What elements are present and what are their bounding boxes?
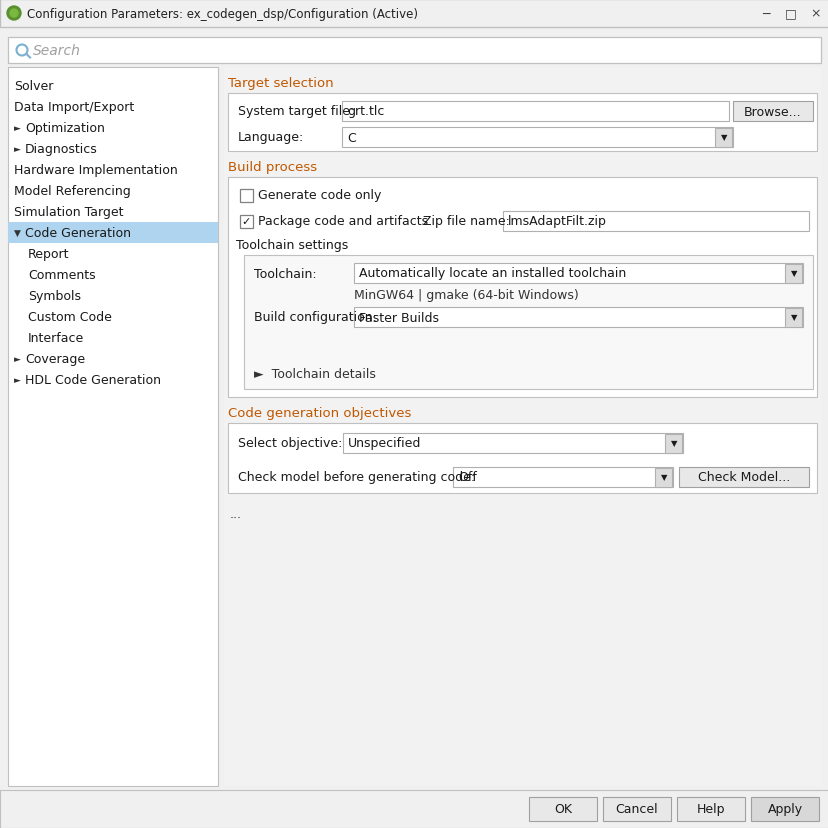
- Text: Comments: Comments: [28, 268, 95, 282]
- Text: Solver: Solver: [14, 80, 53, 93]
- Text: Symbols: Symbols: [28, 290, 81, 303]
- Bar: [0, 790, 828, 828]
- Text: Check model before generating code:: Check model before generating code:: [238, 471, 474, 484]
- Bar: [784, 308, 802, 327]
- Text: Language:: Language:: [238, 132, 304, 144]
- Bar: [240, 190, 253, 202]
- Text: Browse...: Browse...: [744, 105, 801, 118]
- Text: Search: Search: [33, 44, 81, 58]
- Text: Toolchain:: Toolchain:: [253, 267, 316, 280]
- Bar: [602, 797, 670, 821]
- Text: Select objective:: Select objective:: [238, 437, 342, 450]
- Text: Configuration Parameters: ex_codegen_dsp/Configuration (Active): Configuration Parameters: ex_codegen_dsp…: [27, 7, 417, 21]
- Text: Report: Report: [28, 248, 70, 261]
- Text: Model Referencing: Model Referencing: [14, 185, 131, 198]
- Bar: [243, 256, 812, 389]
- Text: ▼: ▼: [14, 229, 21, 238]
- Bar: [654, 468, 672, 487]
- Text: Unspecified: Unspecified: [348, 437, 421, 450]
- Bar: [228, 94, 816, 152]
- Text: Simulation Target: Simulation Target: [14, 205, 123, 219]
- Text: Generate code only: Generate code only: [258, 190, 381, 202]
- Text: C: C: [347, 132, 355, 144]
- Text: grt.tlc: grt.tlc: [347, 105, 384, 118]
- Bar: [503, 212, 808, 232]
- Text: MinGW64 | gmake (64-bit Windows): MinGW64 | gmake (64-bit Windows): [354, 289, 578, 302]
- Bar: [528, 797, 596, 821]
- Text: Interface: Interface: [28, 331, 84, 344]
- Text: Custom Code: Custom Code: [28, 310, 112, 324]
- Text: HDL Code Generation: HDL Code Generation: [25, 373, 161, 387]
- Text: System target file:: System target file:: [238, 105, 354, 118]
- Text: Faster Builds: Faster Builds: [359, 311, 439, 324]
- Bar: [342, 102, 728, 122]
- Bar: [676, 797, 744, 821]
- Text: ×: ×: [810, 7, 821, 21]
- Bar: [8, 223, 218, 243]
- Text: ▼: ▼: [790, 313, 797, 322]
- Bar: [354, 263, 802, 284]
- Text: Package code and artifacts: Package code and artifacts: [258, 215, 427, 229]
- Bar: [750, 797, 818, 821]
- Bar: [664, 434, 681, 453]
- Text: ▼: ▼: [790, 269, 797, 278]
- Text: Diagnostics: Diagnostics: [25, 142, 98, 156]
- Text: Coverage: Coverage: [25, 353, 85, 365]
- Bar: [784, 264, 802, 283]
- Bar: [343, 434, 682, 454]
- Bar: [678, 468, 808, 488]
- Text: ...: ...: [229, 507, 242, 520]
- Text: ▼: ▼: [670, 439, 676, 448]
- Bar: [0, 0, 828, 28]
- Text: Apply: Apply: [767, 802, 802, 816]
- Text: ►: ►: [14, 145, 21, 154]
- Bar: [240, 215, 253, 229]
- Text: Help: Help: [696, 802, 724, 816]
- Bar: [8, 68, 218, 786]
- Bar: [228, 178, 816, 397]
- Text: ►: ►: [14, 376, 21, 384]
- Text: lmsAdaptFilt.zip: lmsAdaptFilt.zip: [508, 215, 606, 229]
- Text: ✓: ✓: [242, 217, 251, 227]
- Text: □: □: [784, 7, 796, 21]
- Text: ▼: ▼: [720, 133, 726, 142]
- Circle shape: [7, 7, 21, 21]
- Bar: [732, 102, 812, 122]
- Text: Hardware Implementation: Hardware Implementation: [14, 164, 177, 177]
- Text: Zip file name:: Zip file name:: [422, 215, 509, 229]
- Text: OK: OK: [553, 802, 571, 816]
- Text: Optimization: Optimization: [25, 122, 105, 135]
- Text: Target selection: Target selection: [228, 77, 333, 90]
- Bar: [354, 308, 802, 328]
- Bar: [452, 468, 672, 488]
- Text: Code generation objectives: Code generation objectives: [228, 407, 411, 420]
- Text: Toolchain settings: Toolchain settings: [236, 239, 348, 253]
- Text: ─: ─: [761, 7, 769, 21]
- Text: ▼: ▼: [660, 473, 667, 482]
- Text: Check Model...: Check Model...: [697, 471, 789, 484]
- Text: Automatically locate an installed toolchain: Automatically locate an installed toolch…: [359, 267, 625, 280]
- Bar: [228, 423, 816, 493]
- Text: Code Generation: Code Generation: [25, 227, 131, 240]
- Circle shape: [10, 10, 18, 18]
- Text: Cancel: Cancel: [615, 802, 657, 816]
- Text: ►: ►: [14, 124, 21, 132]
- Text: Build configuration:: Build configuration:: [253, 311, 377, 324]
- Bar: [8, 38, 820, 64]
- Text: ►: ►: [14, 354, 21, 363]
- Text: Build process: Build process: [228, 161, 317, 174]
- Bar: [224, 68, 820, 786]
- Text: Data Import/Export: Data Import/Export: [14, 101, 134, 114]
- Text: Off: Off: [457, 471, 476, 484]
- Bar: [342, 128, 732, 148]
- Text: ►  Toolchain details: ► Toolchain details: [253, 367, 375, 380]
- Bar: [714, 128, 732, 147]
